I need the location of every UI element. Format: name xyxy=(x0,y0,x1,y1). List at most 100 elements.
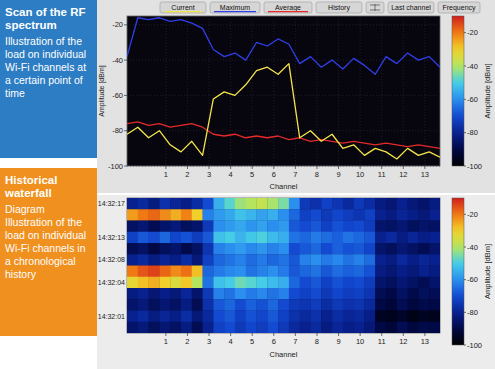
toolbar-button xyxy=(388,2,434,13)
heat-cell xyxy=(300,198,311,210)
colorbar xyxy=(452,16,464,166)
heat-cell xyxy=(127,232,138,244)
heat-cell xyxy=(278,322,289,333)
heat-cell xyxy=(192,243,203,255)
cells-group xyxy=(127,198,440,333)
x-tick-label: 7 xyxy=(293,170,297,179)
row-label: 14:32:17 xyxy=(98,200,125,207)
heat-cell xyxy=(364,322,375,333)
heat-cell xyxy=(246,254,257,266)
heat-cell xyxy=(257,209,268,221)
x-tick xyxy=(316,166,317,169)
legend-label: Maximum xyxy=(220,4,251,11)
heat-cell xyxy=(278,243,289,255)
heat-cell xyxy=(300,299,311,311)
heat-cell xyxy=(149,209,160,221)
heat-cell xyxy=(257,299,268,311)
heat-cell xyxy=(181,221,192,233)
heat-cell xyxy=(203,209,214,221)
heat-cell xyxy=(138,209,149,221)
heat-cell xyxy=(181,254,192,266)
colorbar-tick xyxy=(464,345,466,346)
heat-cell xyxy=(397,243,408,255)
side-title: Historical waterfall xyxy=(5,174,92,200)
heat-cell xyxy=(170,243,181,255)
legend-label: Current xyxy=(171,4,194,11)
heat-cell xyxy=(332,198,343,210)
series-line xyxy=(127,18,440,74)
heat-cell xyxy=(246,277,257,289)
heat-cell xyxy=(310,221,321,233)
x-tick-label: 1 xyxy=(164,337,168,346)
heat-cell xyxy=(235,243,246,255)
panel-bg xyxy=(97,0,495,193)
legend-label: Average xyxy=(275,4,301,12)
y-tick-label: -40 xyxy=(112,56,123,65)
heat-cell xyxy=(408,311,419,323)
heat-cell xyxy=(300,221,311,233)
heat-cell xyxy=(289,254,300,266)
x-tick xyxy=(360,166,361,169)
heat-cell xyxy=(149,288,160,300)
heat-cell xyxy=(397,221,408,233)
grid-line xyxy=(127,130,440,131)
heat-cell xyxy=(375,322,386,333)
heat-cell xyxy=(235,288,246,300)
heat-cell xyxy=(364,277,375,289)
colorbar-tick xyxy=(464,166,466,167)
x-tick xyxy=(381,333,382,336)
heat-cell xyxy=(181,299,192,311)
toolbar-button xyxy=(210,2,260,13)
heat-cell xyxy=(354,221,365,233)
legend-swatch xyxy=(268,11,308,12)
grid-line xyxy=(424,16,425,166)
x-tick xyxy=(424,333,425,336)
heat-cell xyxy=(159,322,170,333)
heat-cell xyxy=(321,311,332,323)
x-tick xyxy=(230,166,231,169)
heat-cell xyxy=(149,266,160,278)
heat-cell xyxy=(181,288,192,300)
x-tick-label: 9 xyxy=(336,337,340,346)
heat-cell xyxy=(213,299,224,311)
heat-cell xyxy=(203,299,214,311)
heat-cell xyxy=(418,311,429,323)
x-tick xyxy=(187,333,188,336)
heat-cell xyxy=(235,322,246,333)
heat-cell xyxy=(138,288,149,300)
heat-cell xyxy=(170,198,181,210)
heat-cell xyxy=(300,277,311,289)
heat-cell xyxy=(364,288,375,300)
heat-cell xyxy=(224,288,235,300)
x-axis-label: Channel xyxy=(270,182,298,191)
heat-cell xyxy=(224,198,235,210)
heat-cell xyxy=(354,209,365,221)
x-tick xyxy=(338,333,339,336)
x-tick-label: 11 xyxy=(378,337,386,346)
colorbar-tick-label: -60 xyxy=(467,275,478,284)
heat-cell xyxy=(224,266,235,278)
heat-cell xyxy=(418,299,429,311)
x-tick xyxy=(187,166,188,169)
heat-cell xyxy=(386,209,397,221)
toolbar-label: History xyxy=(328,4,350,12)
heat-cell xyxy=(246,299,257,311)
x-tick-label: 2 xyxy=(185,337,189,346)
heat-cell xyxy=(418,221,429,233)
heat-cell xyxy=(375,277,386,289)
x-tick-label: 6 xyxy=(272,337,276,346)
heat-cell xyxy=(159,221,170,233)
heat-cell xyxy=(246,209,257,221)
heat-cell xyxy=(170,288,181,300)
heat-cell xyxy=(418,266,429,278)
toolbar-button xyxy=(438,2,480,13)
row-label: 14:32:13 xyxy=(98,234,125,241)
heat-cell xyxy=(408,277,419,289)
heat-cell xyxy=(278,288,289,300)
heat-cell xyxy=(429,277,440,289)
heat-cell xyxy=(321,221,332,233)
heat-cell xyxy=(278,198,289,210)
heat-cell xyxy=(181,277,192,289)
heat-cell xyxy=(149,299,160,311)
heat-cell xyxy=(192,232,203,244)
